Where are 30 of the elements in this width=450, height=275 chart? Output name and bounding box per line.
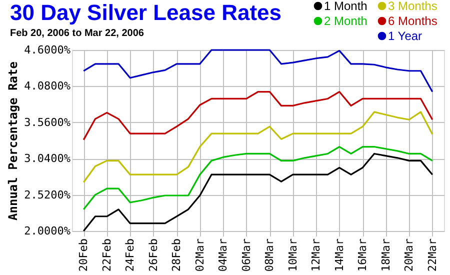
chart-title: 30 Day Silver Lease Rates — [10, 0, 282, 25]
x-tick-label: 10Mar — [286, 238, 300, 272]
y-tick-label: 2.0000% — [24, 224, 71, 238]
x-tick-label: 24Feb — [124, 238, 137, 272]
x-tick-label: 14Mar — [332, 238, 346, 272]
y-tick-label: 3.5600% — [24, 116, 71, 129]
y-tick-label: 4.0800% — [24, 80, 71, 93]
y-tick-label: 3.0400% — [24, 152, 71, 166]
x-tick-label: 04Mar — [216, 238, 230, 272]
legend-label: 2 Month — [324, 14, 368, 28]
x-tick-label: 16Mar — [356, 238, 370, 272]
y-tick-label: 2.5200% — [24, 188, 71, 202]
legend-label: 1 Month — [324, 0, 368, 13]
legend-label: 6 Months — [388, 14, 438, 28]
legend-label: 1 Year — [388, 29, 422, 43]
x-tick-label: 06Mar — [240, 238, 253, 272]
chart-subtitle: Feb 20, 2006 to Mar 22, 2006 — [10, 28, 144, 39]
y-tick-label: 4.6000% — [24, 44, 71, 56]
x-tick-label: 20Feb — [77, 238, 90, 272]
x-tick-label: 08Mar — [263, 238, 276, 272]
x-tick-label: 28Feb — [170, 238, 184, 272]
x-tick-label: 18Mar — [379, 238, 392, 272]
x-tick-label: 22Mar — [426, 238, 439, 272]
x-tick-label: 22Feb — [100, 238, 114, 272]
x-tick-label: 12Mar — [310, 238, 323, 272]
x-tick-label: 20Mar — [402, 238, 416, 272]
y-axis-title: Annual Percentage Rate — [6, 62, 20, 220]
x-tick-label: 26Feb — [146, 238, 160, 272]
x-tick-label: 02Mar — [193, 238, 206, 272]
legend-label: 3 Months — [388, 0, 438, 13]
